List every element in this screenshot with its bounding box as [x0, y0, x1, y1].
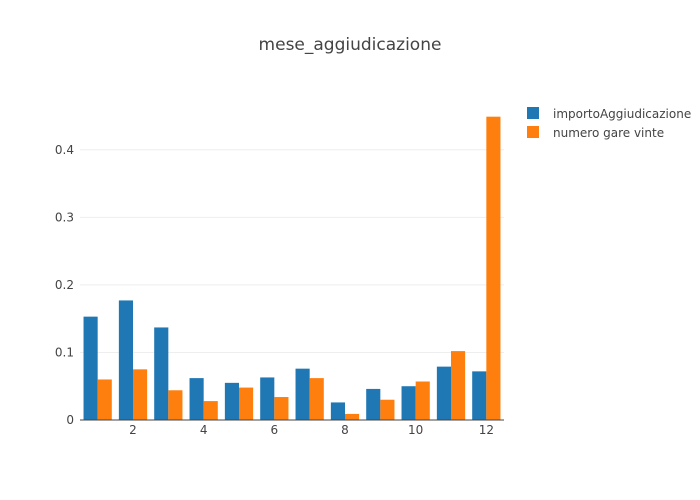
legend-label-series-1: numero gare vinte [553, 126, 664, 140]
bar-series-1-cat-4 [203, 401, 218, 420]
bar-series-0-cat-3 [154, 327, 169, 420]
bar-series-1-cat-3 [168, 390, 183, 420]
x-tick-label: 6 [271, 423, 279, 437]
bar-series-0-cat-5 [224, 382, 239, 420]
y-tick-label: 0.3 [55, 210, 74, 224]
x-tick-label: 8 [341, 423, 349, 437]
bar-series-1-cat-5 [239, 387, 254, 420]
bar-series-1-cat-7 [309, 378, 324, 420]
bar-series-0-cat-12 [472, 371, 487, 420]
bar-series-1-cat-1 [97, 379, 112, 420]
legend-swatch-series-1 [527, 126, 539, 138]
bar-series-0-cat-7 [295, 368, 310, 420]
y-tick-label: 0.1 [55, 345, 74, 359]
bar-series-0-cat-10 [401, 386, 416, 420]
bar-series-1-cat-11 [451, 351, 466, 420]
bar-series-1-cat-12 [486, 116, 501, 420]
y-tick-label: 0.2 [55, 278, 74, 292]
x-tick-label: 10 [408, 423, 423, 437]
bar-series-1-cat-6 [274, 397, 289, 420]
bar-series-1-cat-10 [415, 381, 430, 420]
bar-series-1-cat-2 [133, 369, 148, 420]
bar-series-0-cat-1 [83, 316, 98, 420]
bar-series-0-cat-11 [436, 366, 451, 420]
legend-swatch-series-0 [527, 107, 539, 119]
chart-title: mese_aggiudicazione [259, 35, 442, 55]
bar-series-1-cat-9 [380, 399, 395, 420]
y-tick-label: 0.4 [55, 143, 74, 157]
plot-area: 0 0.1 0.2 0.3 0.4 2 4 6 8 10 12 [55, 116, 504, 437]
bar-series-0-cat-8 [330, 402, 345, 420]
x-tick-label: 12 [479, 423, 494, 437]
bar-series-0-cat-9 [366, 388, 381, 420]
y-tick-label: 0 [66, 413, 74, 427]
bar-series-0-cat-2 [118, 300, 133, 420]
bar-series-0-cat-4 [189, 378, 204, 420]
x-tick-label: 2 [129, 423, 137, 437]
bar-series-0-cat-6 [260, 377, 275, 420]
bar-series-1-cat-8 [345, 413, 360, 420]
x-tick-label: 4 [200, 423, 208, 437]
legend: importoAggiudicazione numero gare vinte [527, 107, 691, 140]
legend-label-series-0: importoAggiudicazione [553, 107, 691, 121]
